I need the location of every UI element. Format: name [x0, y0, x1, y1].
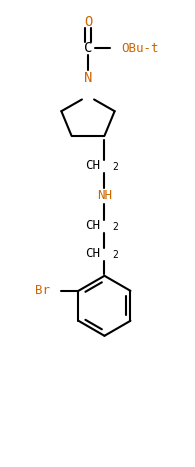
Text: OBu-t: OBu-t [121, 42, 159, 55]
Text: 2: 2 [113, 222, 118, 232]
Text: NH: NH [97, 189, 112, 202]
Text: Br: Br [35, 284, 51, 297]
Text: CH: CH [85, 248, 100, 260]
Text: O: O [84, 15, 92, 29]
Text: CH: CH [85, 159, 100, 172]
Text: CH: CH [85, 219, 100, 232]
Text: 2: 2 [113, 250, 118, 260]
Text: 2: 2 [113, 162, 118, 172]
Text: C: C [84, 41, 92, 55]
Text: N: N [84, 71, 92, 85]
